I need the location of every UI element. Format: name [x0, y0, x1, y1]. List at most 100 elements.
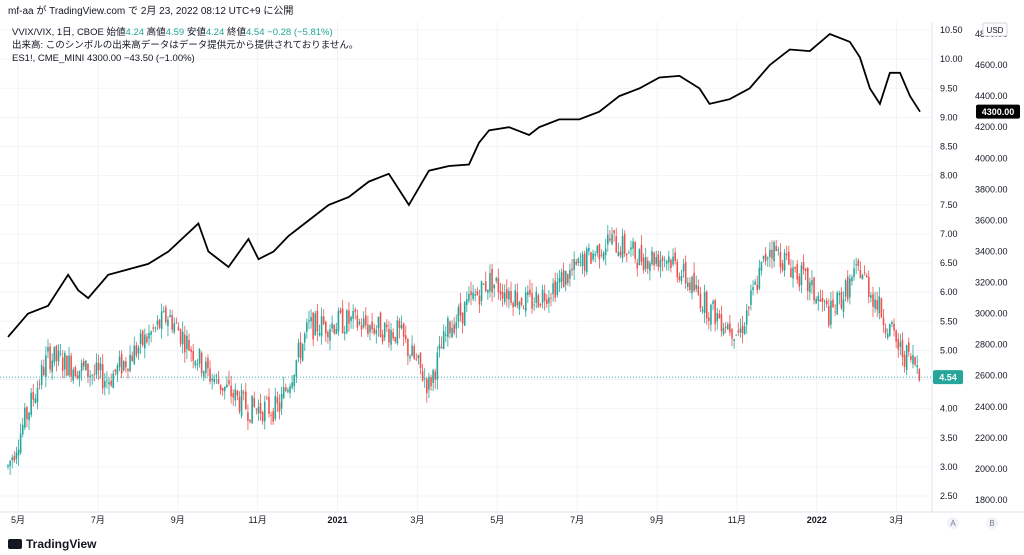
- candle-body: [503, 292, 506, 302]
- candle-body: [720, 314, 723, 332]
- candle-body: [272, 411, 274, 422]
- candle-body: [505, 289, 508, 299]
- candle-body: [617, 252, 620, 257]
- candle-body: [310, 316, 312, 322]
- candle-body: [17, 449, 20, 456]
- candle-body: [226, 384, 228, 388]
- candle-body: [112, 373, 115, 389]
- candle-body: [594, 254, 596, 256]
- candle-body: [792, 267, 794, 279]
- candle-body: [152, 327, 155, 329]
- candle-body: [476, 291, 479, 296]
- footer: TradingView: [8, 537, 96, 551]
- candle-body: [878, 296, 881, 314]
- candle-body: [752, 287, 754, 291]
- candle-body: [583, 253, 586, 271]
- y2-tick-label: 2200.00: [975, 433, 1008, 443]
- candle-body: [45, 355, 47, 378]
- candle-body: [600, 255, 603, 256]
- auto-scale-button[interactable]: [947, 517, 959, 529]
- candle-body: [619, 251, 622, 256]
- candle-body: [802, 262, 805, 270]
- x-tick-label: 7月: [570, 515, 584, 525]
- candle-body: [207, 358, 209, 369]
- legend-line-3[interactable]: ES1!, CME_MINI 4300.00 −43.50 (−1.00%): [12, 52, 358, 65]
- candle-body: [411, 345, 413, 357]
- candle-body: [680, 275, 683, 282]
- candle-body: [607, 234, 609, 245]
- candle-body: [819, 299, 822, 302]
- candle-body: [672, 256, 674, 265]
- candle-body: [312, 312, 314, 340]
- x-tick-label: 9月: [650, 515, 664, 525]
- legend-line-1[interactable]: VVIX/VIX, 1日, CBOE 始値4.24 高値4.59 安値4.24 …: [12, 26, 358, 39]
- candle-body: [287, 389, 289, 392]
- candle-body: [891, 322, 893, 325]
- candle-body: [798, 276, 801, 287]
- candle-body: [291, 382, 293, 388]
- candle-body: [255, 409, 258, 410]
- candle-body: [194, 361, 197, 366]
- candle-body: [548, 297, 550, 304]
- candle-body: [604, 248, 607, 256]
- candle-body: [533, 304, 535, 306]
- candle-body: [876, 300, 879, 310]
- candle-body: [577, 258, 580, 263]
- candle-body: [154, 327, 157, 329]
- last-value-label: 4.54: [939, 373, 957, 383]
- candle-body: [495, 278, 498, 281]
- candle-body: [832, 299, 834, 308]
- candle-body: [865, 275, 868, 278]
- candle-body: [249, 419, 251, 422]
- candle-body: [417, 355, 420, 358]
- candle-body: [649, 263, 651, 271]
- scale-b-button[interactable]: [986, 517, 998, 529]
- candle-body: [242, 392, 245, 394]
- candle-body: [674, 252, 676, 261]
- candle-body: [613, 230, 615, 234]
- x-tick-label: 3月: [410, 515, 424, 525]
- candle-body: [684, 261, 687, 284]
- candle-body: [133, 345, 136, 365]
- y2-tick-label: 2000.00: [975, 464, 1008, 474]
- candle-body: [809, 282, 811, 293]
- candle-body: [141, 330, 144, 346]
- candle-body: [518, 302, 521, 310]
- candle-body: [914, 357, 916, 365]
- attribution-text: mf-aa が TradingView.com で 2月 23, 2022 08…: [8, 6, 294, 17]
- candle-body: [423, 378, 426, 379]
- candle-body: [396, 320, 399, 344]
- candle-body: [716, 313, 719, 322]
- candle-body: [409, 356, 411, 359]
- candle-body: [482, 284, 485, 285]
- candle-body: [571, 268, 573, 271]
- candle-body: [722, 328, 725, 335]
- candle-body: [85, 360, 87, 371]
- candle-body: [912, 354, 914, 365]
- candle-body: [358, 321, 361, 325]
- candle-body: [438, 344, 441, 350]
- candle-body: [26, 407, 28, 420]
- candle-body: [756, 284, 759, 291]
- candle-body: [804, 268, 807, 272]
- candle-body: [480, 281, 483, 301]
- candle-body: [508, 291, 510, 300]
- candle-body: [108, 382, 110, 385]
- candle-body: [806, 267, 809, 292]
- candle-body: [377, 316, 380, 328]
- candle-body: [775, 246, 777, 251]
- es-last-value-label: 4300.00: [982, 107, 1015, 117]
- candle-body: [32, 391, 35, 400]
- candle-body: [893, 323, 895, 331]
- candle-body: [655, 257, 658, 264]
- candle-body: [82, 361, 85, 367]
- candle-body: [644, 256, 647, 269]
- candle-body: [739, 328, 742, 333]
- candle-body: [432, 370, 434, 383]
- candle-body: [186, 335, 188, 350]
- candle-body: [470, 291, 472, 296]
- candle-body: [642, 257, 645, 271]
- candle-body: [7, 465, 9, 467]
- candle-body: [867, 276, 870, 297]
